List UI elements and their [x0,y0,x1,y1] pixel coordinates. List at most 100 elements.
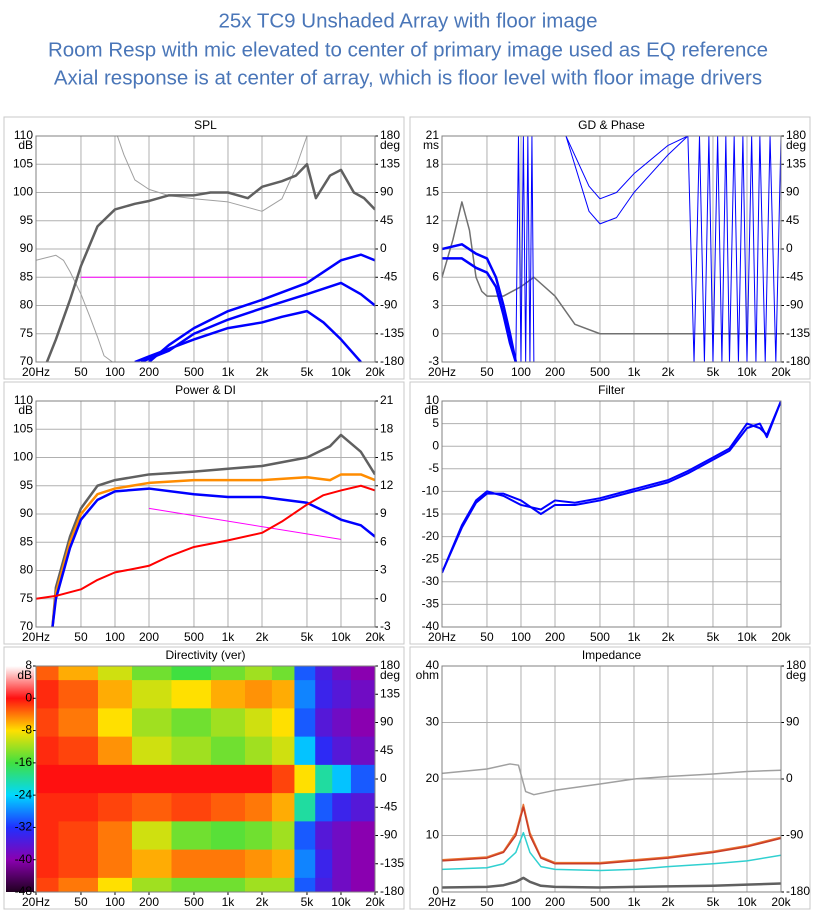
panel: Power & DI 20Hz 50 100 200 500 1k 2k 5k 10k 20k 70 7… [3,381,405,645]
series-line [148,507,342,540]
heat-cell [350,793,375,822]
y2-tick-label: 135 [380,156,400,170]
x-tick-label: 50 [74,895,88,909]
series-line [442,803,781,864]
series-line [442,243,518,362]
heat-cell [350,680,375,709]
y2-tick-label: -180 [380,354,404,368]
heat-cell [58,736,99,766]
heat-cell [171,680,212,709]
x-tick-label: 5k [707,365,721,379]
x-tick-label: 20k [771,895,791,909]
heat-cell [97,666,133,681]
colorbar-tick-label: -8 [21,723,32,737]
heat-cell [36,821,59,851]
y2-tick-label: -180 [786,354,810,368]
heat-cell [294,877,316,892]
heat-cell [244,666,273,681]
y-tick-label: 90 [20,506,34,520]
x-tick-label: 500 [590,895,610,909]
x-tick-label: 5k [707,895,721,909]
series-line [51,473,375,627]
y2-tick-label: 90 [786,185,800,199]
series-line [134,309,362,362]
heat-cell [332,680,352,709]
plot-border [35,135,376,363]
y-tick-label: 3 [432,298,439,312]
x-tick-label: 20k [771,365,791,379]
heat-cell [210,764,246,794]
series-line [442,201,781,335]
x-tick-label: 5k [707,630,721,644]
y-tick-label: -15 [422,506,440,520]
y2-tick-label: -180 [786,884,810,898]
heat-cell [332,821,352,851]
heat-cell [332,666,352,681]
y-tick-label: -10 [422,484,440,498]
y-tick-label: 70 [20,354,34,368]
series-line [515,136,535,362]
x-tick-label: 10k [737,630,757,644]
y-tick-label: 30 [426,715,440,729]
x-tick-label: 20Hz [428,365,456,379]
colorbar-tick-label: -48 [15,884,33,898]
y2-tick-label: 45 [786,213,800,227]
x-tick-label: 500 [184,895,204,909]
y-tick-label: 95 [20,213,34,227]
heat-cell [97,821,133,851]
x-tick-label: 100 [105,630,125,644]
series-line [442,257,518,362]
x-tick-label: 50 [480,365,494,379]
x-tick-label: 200 [545,895,565,909]
y-tick-label: -35 [422,597,440,611]
x-tick-label: 100 [105,895,125,909]
heat-cell [244,736,273,766]
x-tick-label: 20k [365,895,385,909]
x-tick-label: 10k [737,895,757,909]
heat-cell [315,849,333,879]
x-tick-label: 50 [74,365,88,379]
y2-unit: deg [786,138,806,152]
heat-cell [131,736,172,766]
panel-title: Impedance [582,648,642,662]
x-tick-label: 5k [301,630,315,644]
x-tick-label: 1k [628,895,642,909]
x-tick-label: 500 [184,630,204,644]
heat-cell [97,764,133,794]
x-tick-label: 20Hz [428,895,456,909]
y2-tick-label: 0 [786,771,793,785]
y-tick-label: -20 [422,529,440,543]
series-line [442,401,781,574]
heat-cell [58,764,99,794]
x-tick-label: 100 [511,365,531,379]
y-tick-label: 40 [426,658,440,672]
y2-tick-label: 180 [786,128,806,142]
x-tick-label: 20Hz [428,630,456,644]
heat-cell [210,736,246,766]
colorbar-tick-label: 8 [25,658,32,672]
x-tick-label: 100 [105,365,125,379]
heat-cell [97,736,133,766]
heat-cell [271,736,295,766]
x-tick-label: 20k [365,630,385,644]
heat-cell [294,764,316,794]
heat-cell [36,764,59,794]
x-tick-label: 50 [480,895,494,909]
y2-tick-label: -90 [786,828,804,842]
x-tick-label: 10k [737,365,757,379]
heat-cell [315,680,333,709]
colorbar-tick-label: -16 [15,755,33,769]
y-tick-label: 105 [13,421,33,435]
heat-cell [271,849,295,879]
heat-cell [171,793,212,822]
panel-title: Power & DI [175,383,236,397]
x-tick-label: 1k [222,630,236,644]
y2-tick-label: 6 [380,534,387,548]
y-unit: ms [423,138,439,152]
heat-cell [36,708,59,738]
heat-cell [171,736,212,766]
x-tick-label: 200 [545,365,565,379]
heat-cell [244,849,273,879]
series-line [442,763,781,796]
